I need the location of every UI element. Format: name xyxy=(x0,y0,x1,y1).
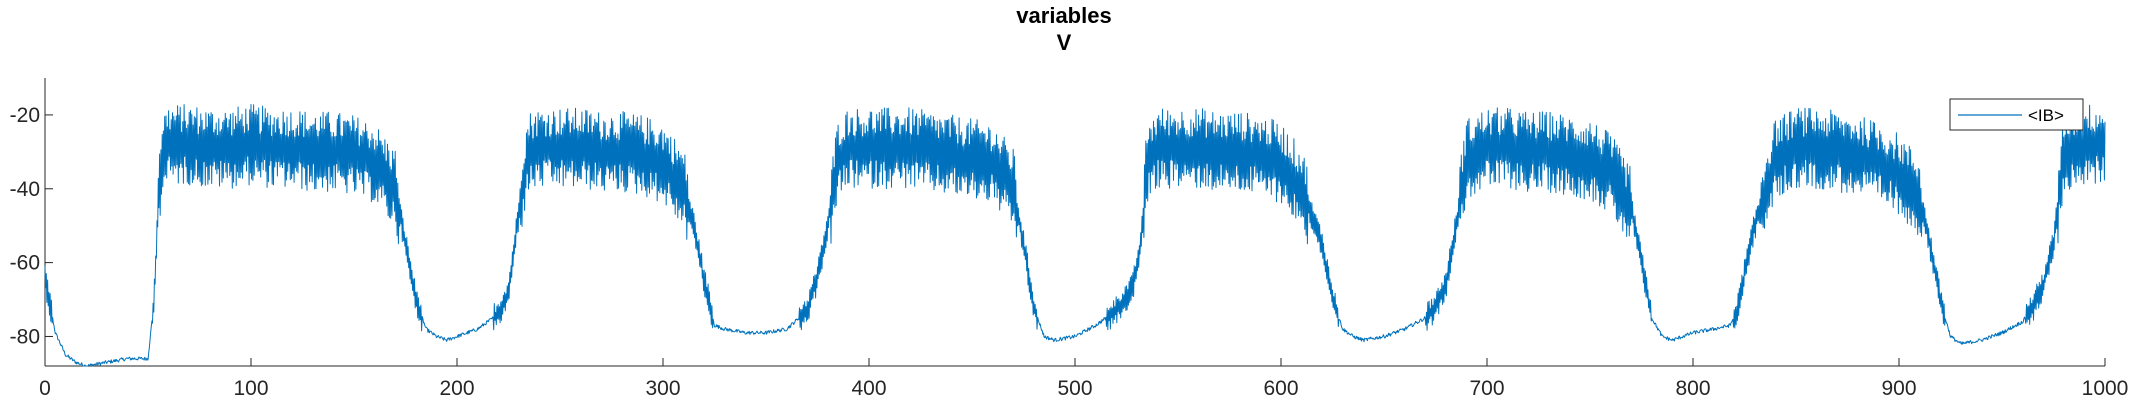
y-tick-label: -20 xyxy=(10,104,40,127)
legend-label: <IB> xyxy=(2028,106,2064,125)
x-tick-label: 400 xyxy=(851,377,886,400)
y-tick-label: -80 xyxy=(10,325,40,348)
chart-title: variables xyxy=(1016,3,1111,28)
x-tick-label: 500 xyxy=(1057,377,1092,400)
x-tick-label: 300 xyxy=(645,377,680,400)
chart-subtitle: V xyxy=(1057,30,1072,55)
x-tick-label: 900 xyxy=(1881,377,1916,400)
plot-area xyxy=(44,104,2106,367)
x-tick-label: 700 xyxy=(1469,377,1504,400)
x-tick-label: 1000 xyxy=(2082,377,2129,400)
series-line xyxy=(44,104,2106,367)
axes: 0 100 200 300 400 500 600 700 800 900 1000 -80 -60 -4… xyxy=(10,78,2129,400)
x-tick-label: 600 xyxy=(1263,377,1298,400)
x-tick-label: 100 xyxy=(233,377,268,400)
y-tick-label: -40 xyxy=(10,178,40,201)
x-tick-label: 0 xyxy=(39,377,51,400)
x-tick-label: 200 xyxy=(439,377,474,400)
y-tick-label: -60 xyxy=(10,252,40,275)
legend[interactable]: <IB> xyxy=(1949,98,2084,131)
x-tick-label: 800 xyxy=(1675,377,1710,400)
